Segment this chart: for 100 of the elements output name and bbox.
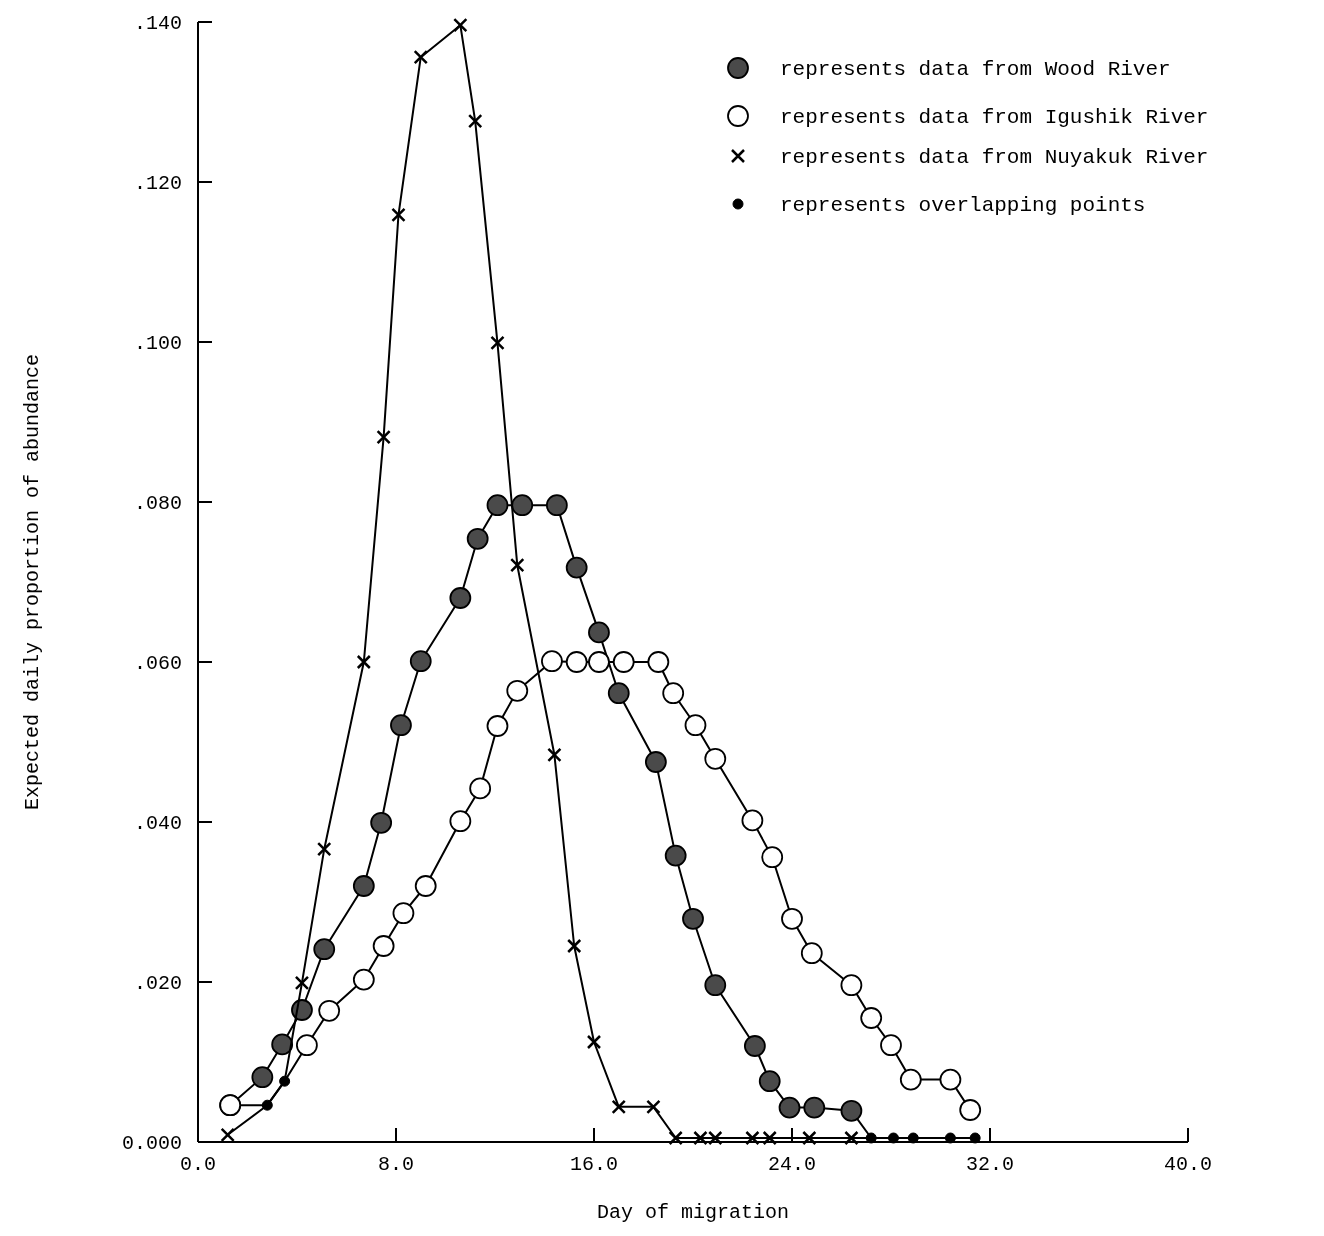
point	[803, 1096, 826, 1119]
point	[296, 1034, 318, 1057]
y-axis-title: Expected daily proportion of abundance	[21, 353, 44, 811]
point	[741, 809, 764, 832]
x-tick-label: 0.0	[179, 1153, 217, 1176]
point	[413, 49, 428, 65]
point	[840, 974, 863, 997]
y-tick-label: .120	[133, 172, 182, 195]
point	[390, 714, 412, 737]
point	[506, 679, 529, 702]
point	[684, 714, 707, 737]
point	[743, 1035, 766, 1057]
point	[313, 938, 336, 961]
point	[376, 429, 391, 445]
point	[682, 907, 704, 930]
point	[352, 875, 375, 897]
point	[860, 1007, 883, 1029]
y-tick-label: .100	[133, 332, 182, 355]
point	[646, 1099, 661, 1115]
point	[486, 715, 509, 737]
point	[449, 587, 472, 609]
point	[840, 1099, 863, 1122]
point	[758, 1070, 781, 1093]
point	[586, 1034, 602, 1050]
point	[391, 207, 406, 223]
x-axis-title: Day of migration	[596, 1201, 790, 1224]
legend-label: represents data from Wood River	[780, 58, 1171, 82]
point	[409, 650, 432, 673]
y-tick-label: .040	[133, 812, 182, 835]
point	[467, 113, 483, 129]
point	[647, 651, 670, 673]
y-tick-label: 0.000	[121, 1132, 182, 1155]
point	[449, 810, 472, 833]
point	[939, 1068, 962, 1091]
point	[392, 902, 415, 925]
point	[469, 777, 492, 800]
point	[802, 1130, 817, 1146]
point	[959, 1099, 982, 1121]
point	[781, 907, 803, 930]
point	[510, 557, 525, 573]
point	[565, 556, 588, 579]
legend-label: represents data from Igushik River	[780, 106, 1209, 130]
point	[907, 1132, 919, 1144]
point	[486, 494, 509, 517]
point	[704, 974, 727, 997]
point	[844, 1130, 859, 1146]
point	[414, 875, 437, 897]
point	[565, 651, 588, 673]
point	[778, 1096, 801, 1119]
point	[899, 1068, 922, 1091]
point	[969, 1132, 981, 1144]
y-tick-label: .020	[133, 972, 182, 995]
point	[261, 1099, 273, 1111]
x-tick-label: 32.0	[965, 1153, 1015, 1176]
point	[762, 1130, 777, 1146]
point	[220, 1127, 235, 1143]
point	[511, 494, 534, 517]
point	[664, 844, 687, 867]
x-tick-label: 16.0	[569, 1153, 619, 1176]
legend-label: represents overlapping points	[780, 194, 1146, 218]
point	[668, 1130, 683, 1146]
point	[294, 975, 310, 991]
y-tick-label: .140	[133, 12, 182, 35]
point	[607, 682, 630, 705]
point	[588, 651, 610, 673]
point	[880, 1034, 902, 1057]
point	[372, 935, 395, 957]
point	[745, 1130, 760, 1146]
point	[466, 527, 489, 550]
x-tick-label: 24.0	[767, 1153, 817, 1176]
point	[800, 942, 823, 965]
point	[704, 747, 727, 770]
point	[541, 650, 563, 673]
point	[316, 841, 332, 857]
x-tick-label: 40.0	[1163, 1153, 1213, 1176]
y-tick-label: .080	[133, 492, 182, 515]
point	[279, 1075, 291, 1087]
point	[545, 494, 568, 517]
point	[370, 811, 393, 834]
point	[547, 747, 562, 763]
point	[662, 682, 685, 705]
point	[453, 17, 468, 33]
legend-label: represents data from Nuyakuk River	[780, 146, 1209, 170]
y-tick-label: .060	[133, 652, 182, 675]
point	[566, 938, 582, 954]
point	[887, 1132, 899, 1144]
point	[865, 1132, 877, 1144]
point	[644, 751, 667, 773]
point	[490, 335, 505, 351]
point	[761, 846, 784, 869]
point	[271, 1033, 294, 1056]
point	[612, 651, 635, 673]
point	[588, 621, 610, 644]
point	[251, 1066, 274, 1089]
point	[318, 999, 341, 1022]
point	[611, 1099, 626, 1115]
point	[356, 654, 372, 670]
point	[944, 1132, 956, 1144]
point	[352, 968, 375, 991]
x-tick-label: 8.0	[377, 1153, 415, 1176]
